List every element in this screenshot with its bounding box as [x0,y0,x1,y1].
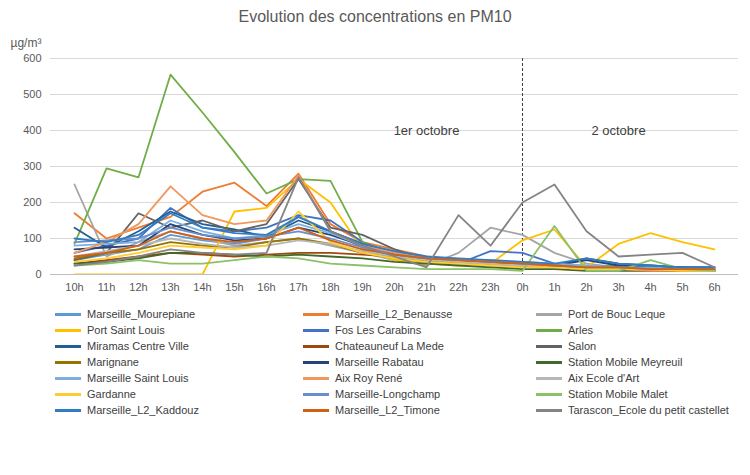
html-text:Gardanne: Gardanne [87,388,136,400]
html-text:Evolution des concentrations e: Evolution des concentrations en PM10 [238,8,512,25]
svg-text:11h: 11h [98,281,116,293]
html-text:Miramas Centre Ville: Miramas Centre Ville [87,340,189,352]
svg-text:5h: 5h [676,281,688,293]
html-text:Port Saint Louis: Port Saint Louis [87,324,165,336]
svg-text:4h: 4h [644,281,656,293]
svg-text:16h: 16h [257,281,275,293]
html-text:Marseille-Longchamp: Marseille-Longchamp [335,388,441,400]
html-text:Arles: Arles [568,324,594,336]
html-text:Chateauneuf La Mede: Chateauneuf La Mede [335,340,444,352]
svg-text:0h: 0h [516,281,528,293]
html-text:Marseille_L2_Timone: Marseille_L2_Timone [335,404,440,416]
html-text:Aix Roy René: Aix Roy René [335,372,403,384]
html-text:Station Mobile Meyreuil: Station Mobile Meyreuil [568,356,683,368]
html-text:Marseille_L2_Benausse: Marseille_L2_Benausse [335,308,453,320]
html-text:Fos Les Carabins: Fos Les Carabins [335,324,422,336]
svg-text:600: 600 [23,52,41,64]
html-text:Aix Ecole d'Art: Aix Ecole d'Art [568,372,640,384]
svg-text:6h: 6h [708,281,720,293]
svg-text:1er octobre: 1er octobre [394,123,460,138]
svg-text:23h: 23h [481,281,499,293]
svg-text:21h: 21h [417,281,435,293]
svg-text:17h: 17h [289,281,307,293]
svg-text:12h: 12h [129,281,147,293]
html-text:Station Mobile Malet: Station Mobile Malet [568,388,668,400]
html-text:Marseille Saint Louis: Marseille Saint Louis [87,372,189,384]
html-text:Marseille_L2_Kaddouz: Marseille_L2_Kaddouz [87,404,199,416]
svg-text:2h: 2h [580,281,592,293]
svg-text:200: 200 [23,196,41,208]
svg-text:2 octobre: 2 octobre [591,123,645,138]
html-text:Salon: Salon [568,340,597,352]
svg-text:500: 500 [23,88,41,100]
svg-text:13h: 13h [161,281,179,293]
html-text:Marignane: Marignane [87,356,139,368]
svg-text:19h: 19h [353,281,371,293]
svg-text:1h: 1h [548,281,560,293]
svg-text:10h: 10h [65,281,83,293]
svg-text:100: 100 [23,232,41,244]
svg-text:15h: 15h [225,281,243,293]
svg-text:0: 0 [35,268,41,280]
svg-text:3h: 3h [612,281,624,293]
html-text:Port de Bouc Leque: Port de Bouc Leque [568,308,666,320]
svg-text:18h: 18h [321,281,339,293]
svg-text:µg/m³: µg/m³ [11,36,42,50]
html-text:Marseille_Mourepiane: Marseille_Mourepiane [87,308,196,320]
html-text:Tarascon_Ecole du petit castel: Tarascon_Ecole du petit castellet [568,404,729,416]
svg-text:22h: 22h [449,281,467,293]
svg-text:20h: 20h [385,281,403,293]
svg-text:300: 300 [23,160,41,172]
svg-text:14h: 14h [193,281,211,293]
html-text:Marseille Rabatau: Marseille Rabatau [335,356,424,368]
svg-text:400: 400 [23,124,41,136]
